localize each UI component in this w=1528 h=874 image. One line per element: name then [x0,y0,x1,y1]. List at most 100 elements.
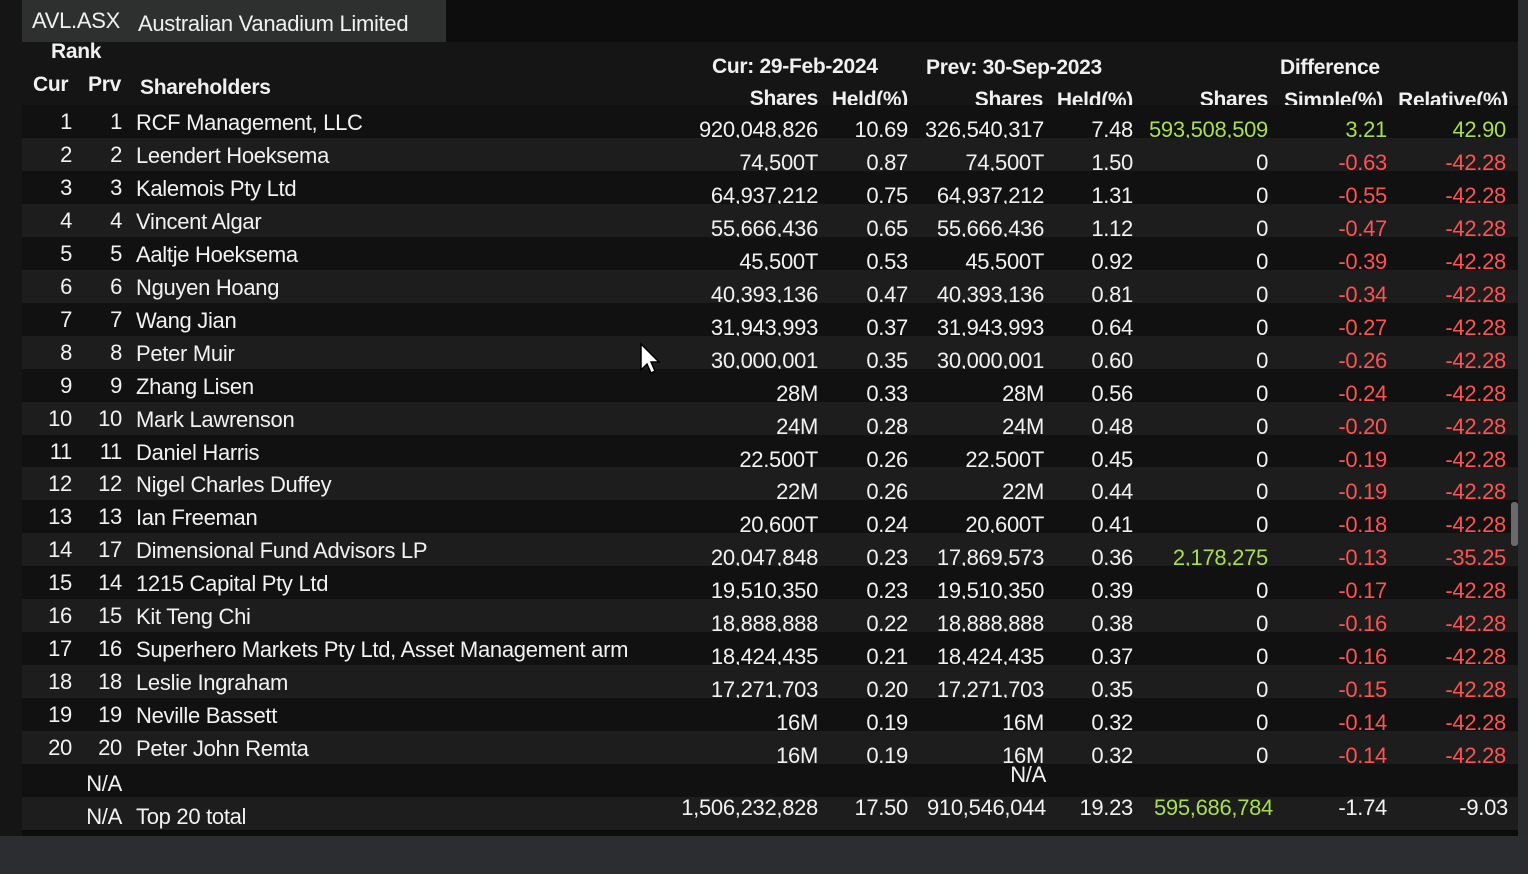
current-shares: 20,600T [739,512,818,538]
difference-shares: 0 [1256,182,1268,208]
total-row[interactable]: N/A Top 20 total 1,506,232,828 17.50 910… [22,795,1518,830]
rank-previous: 10 [98,405,122,431]
table-row[interactable]: 13 13 Ian Freeman 20,600T 0.24 20,600T 0.41 0 -0… [22,500,1518,537]
current-held: 0.28 [866,413,908,439]
rank-previous: 18 [98,669,122,695]
difference-simple: -0.15 [1338,677,1387,703]
rank-current: 10 [48,405,72,431]
rank-previous: 11 [99,438,123,464]
shareholder-name: Leslie Ingraham [136,670,289,696]
prv-rank-header[interactable]: Prv [88,73,121,96]
rank-previous: 7 [110,306,122,332]
difference-relative: -42.28 [1445,314,1506,340]
previous-shares: 17,271,703 [936,677,1044,703]
cur-shares-header[interactable]: Shares [749,87,819,110]
table-row[interactable]: 8 8 Peter Muir 30,000,001 0.35 30,000,001 0.60… [22,335,1518,373]
previous-held: 0.45 [1091,446,1133,472]
rank-previous: 13 [98,504,122,530]
difference-simple: -0.16 [1338,644,1387,670]
difference-relative: -35.25 [1445,545,1506,571]
previous-shares: 31,943,993 [936,314,1044,340]
table-row[interactable]: 16 15 Kit Teng Chi 18,888,888 0.22 18,888,888… [22,599,1518,636]
table-row[interactable]: 12 12 Nigel Charles Duffey 22M 0.26 22M 0.44 0 -… [22,467,1518,504]
table-row[interactable]: 11 11 Daniel Harris 22,500T 0.26 22,500T 0.45 0… [22,434,1518,472]
previous-held: 0.56 [1091,380,1133,406]
previous-shares: 20,600T [965,512,1044,538]
cur-rank-header[interactable]: Cur [33,73,69,96]
current-held: 0.20 [866,677,908,703]
table-row[interactable]: 15 14 1215 Capital Pty Ltd 19,510,350 0.23 19… [22,566,1518,603]
difference-simple: -0.39 [1338,248,1387,274]
previous-shares: 45,500T [965,248,1044,274]
difference-shares: 0 [1256,413,1268,439]
current-shares: 24M [776,413,818,439]
difference-relative: -42.28 [1445,347,1506,373]
table-row[interactable]: 10 10 Mark Lawrenson 24M 0.28 24M 0.48 0 -0.20 -4… [22,401,1518,439]
difference-relative: -42.28 [1445,215,1506,241]
rank-current: 19 [48,702,72,728]
rank-previous: 15 [98,603,122,629]
rank-current: 1 [60,109,72,134]
previous-held: 7.48 [1091,117,1133,142]
current-shares: 40,393,136 [710,281,818,307]
current-shares: 74,500T [739,149,818,175]
table-row[interactable]: 4 4 Vincent Algar 55,666,436 0.65 55,666,436 1… [22,203,1518,241]
shareholder-name: Nguyen Hoang [136,274,280,300]
shareholder-name: RCF Management, LLC [136,110,363,135]
previous-held: 1.31 [1091,182,1133,208]
difference-simple: -0.13 [1338,545,1387,571]
difference-simple: -0.20 [1338,413,1387,439]
previous-shares: 18,424,435 [936,644,1044,670]
total-relative: -9.03 [1459,795,1508,820]
scrollbar-thumb[interactable] [1511,502,1518,546]
current-shares: 55,666,436 [710,215,818,241]
table-row[interactable]: 2 2 Leendert Hoeksema 74,500T 0.87 74,500T 1.5… [22,137,1518,175]
rank-previous: 8 [110,339,122,365]
difference-shares: 0 [1256,446,1268,472]
difference-simple: -0.34 [1338,281,1387,307]
current-shares: 18,424,435 [710,644,818,670]
rank-current: 18 [48,669,72,695]
rank-previous: 14 [98,570,122,596]
difference-shares: 2,178,275 [1172,545,1268,571]
na-prev-shares: N/A [1010,762,1046,787]
shareholder-name: Kit Teng Chi [136,604,251,630]
table-row[interactable]: 5 5 Aaltje Hoeksema 45,500T 0.53 45,500T 0.92 0… [22,236,1518,274]
left-edge [0,0,22,836]
table-row[interactable]: 1 1 RCF Management, LLC 920,048,826 10.69 326… [22,105,1518,142]
current-shares: 20,047,848 [710,545,818,571]
table-row[interactable]: 18 18 Leslie Ingraham 17,271,703 0.20 17,271,… [22,665,1518,702]
total-cur-held: 17.50 [854,795,908,820]
previous-shares: 22M [1002,479,1044,505]
previous-shares: 18,888,888 [936,611,1044,637]
difference-relative: -42.28 [1445,479,1506,505]
table-row[interactable]: 20 20 Peter John Remta 16M 0.19 16M 0.32 0 -0.14… [22,731,1518,768]
previous-held: 1.12 [1091,215,1133,241]
shareholder-name: Peter Muir [136,340,235,366]
total-prv: N/A [86,804,122,829]
ticker-symbol[interactable]: AVL.ASX [32,8,120,33]
table-row[interactable]: 9 9 Zhang Lisen 28M 0.33 28M 0.56 0 -0.24 -42.28 [22,368,1518,406]
total-prev-shares: 910,546,044 [926,795,1046,820]
shareholder-name: Mark Lawrenson [136,406,295,432]
rank-current: 11 [49,438,73,464]
rank-current: 8 [60,339,72,365]
current-held: 0.26 [866,446,908,472]
previous-shares: 24M [1002,413,1044,439]
difference-relative: -42.28 [1445,611,1506,637]
table-row[interactable]: 17 16 Superhero Markets Pty Ltd, Asset Man… [22,632,1518,669]
table-row[interactable]: 6 6 Nguyen Hoang 40,393,136 0.47 40,393,136 0.… [22,269,1518,307]
current-held: 0.19 [866,710,908,736]
table-row[interactable]: 19 19 Neville Bassett 16M 0.19 16M 0.32 0 -0.14 -… [22,698,1518,735]
table-row[interactable]: 14 17 Dimensional Fund Advisors LP 20,047,8… [22,533,1518,570]
table-row[interactable]: 3 3 Kalemois Pty Ltd 64,937,212 0.75 64,937,2… [22,170,1518,208]
current-shares: 16M [776,743,818,769]
difference-simple: -0.27 [1338,314,1387,340]
difference-relative: -42.28 [1445,743,1506,769]
difference-relative: 42.90 [1452,117,1506,142]
current-held: 0.47 [866,281,908,307]
table-row[interactable]: 7 7 Wang Jian 31,943,993 0.37 31,943,993 0.64 0… [22,302,1518,340]
shareholders-header[interactable]: Shareholders [140,76,271,99]
current-shares: 22M [776,479,818,505]
difference-relative: -42.28 [1445,677,1506,703]
